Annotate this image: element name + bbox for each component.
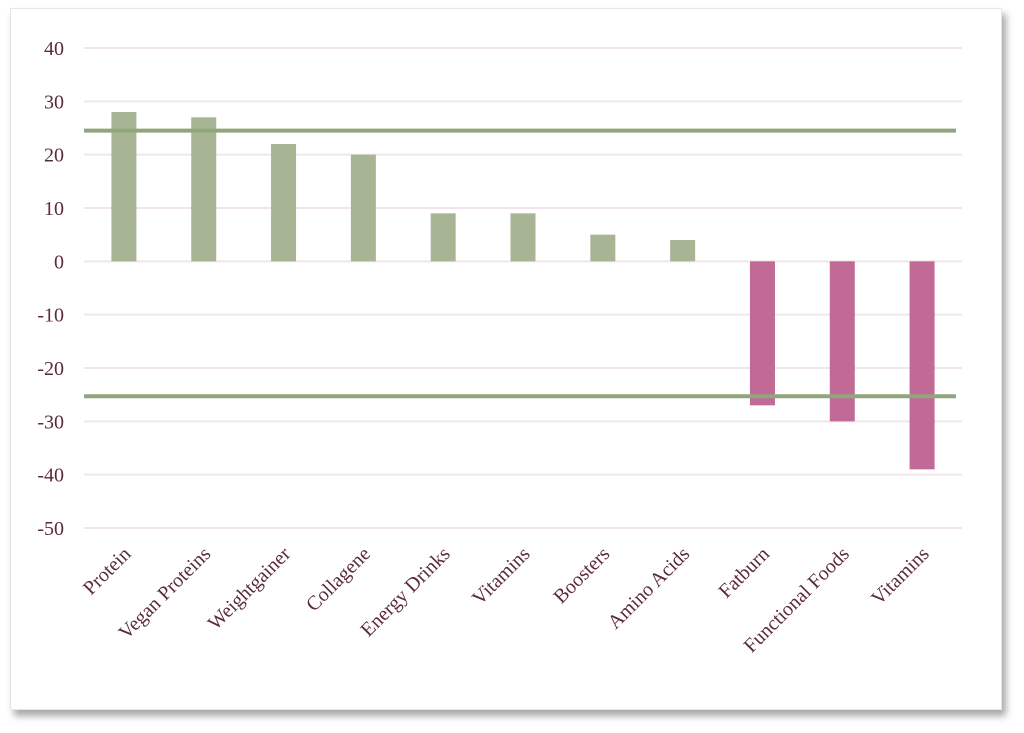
x-tick-label: Protein [79, 543, 135, 599]
bars [111, 112, 935, 470]
bar-vegan-proteins [191, 117, 217, 262]
bar-vitamins [510, 213, 536, 262]
bar-boosters [590, 234, 616, 262]
y-tick-label: 10 [44, 198, 64, 220]
x-tick-label: Collagene [302, 543, 375, 616]
y-tick-label: -20 [37, 358, 64, 380]
bar-weightgainer [271, 144, 297, 262]
x-tick-label: Fatburn [714, 543, 774, 603]
y-tick-label: 20 [44, 145, 64, 167]
reference-lines [84, 128, 956, 399]
y-tick-label: 30 [44, 91, 64, 113]
x-tick-label: Weightgainer [204, 543, 296, 635]
bar-amino-acids [670, 240, 696, 262]
y-tick-label: -10 [37, 305, 64, 327]
x-tick-label: Amino Acids [604, 543, 695, 634]
bar-energy-drinks [430, 213, 456, 262]
x-tick-label: Vitamins [867, 543, 934, 610]
bar-collagene [350, 154, 376, 262]
bar-fatburn [749, 261, 775, 406]
y-tick-label: 0 [54, 251, 64, 273]
bar-vitamins [909, 261, 935, 470]
x-tick-label: Vitamins [468, 543, 535, 610]
y-axis-ticks: 40 30 20 10 0 -10 -20 -30 -40 -50 [37, 38, 64, 540]
x-tick-label: Boosters [549, 543, 614, 608]
y-tick-label: -50 [37, 518, 64, 540]
y-tick-label: 40 [44, 38, 64, 60]
gridlines [84, 47, 962, 529]
y-tick-label: -30 [37, 411, 64, 433]
y-tick-label: -40 [37, 465, 64, 487]
bar-protein [111, 112, 137, 262]
